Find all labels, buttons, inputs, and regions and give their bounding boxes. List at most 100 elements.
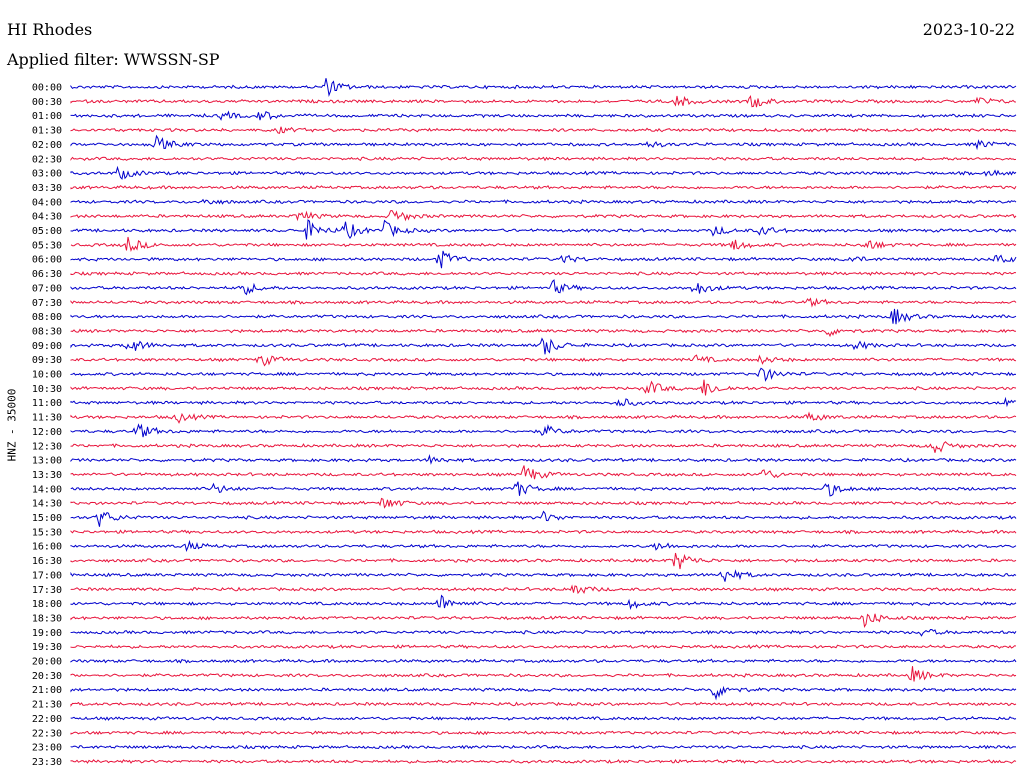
time-tick-label: 21:30 <box>32 700 62 711</box>
seismic-trace-row <box>70 613 1017 629</box>
seismic-trace-row <box>70 134 1017 151</box>
time-tick-label: 06:00 <box>32 255 62 266</box>
seismic-trace-row <box>70 644 1017 650</box>
seismic-trace-row <box>70 279 1017 296</box>
seismic-trace-row <box>70 497 1017 509</box>
time-tick-label: 03:00 <box>32 169 62 180</box>
seismic-trace-row <box>70 396 1017 408</box>
seismic-trace-row <box>70 337 1017 355</box>
seismic-trace-row <box>70 184 1017 190</box>
seismic-trace-row <box>70 539 1017 552</box>
seismic-trace-row <box>70 354 1017 367</box>
time-tick-label: 19:00 <box>32 628 62 639</box>
seismic-trace-row <box>70 465 1017 480</box>
time-tick-label: 08:30 <box>32 326 62 337</box>
station-name: HI Rhodes <box>7 20 93 39</box>
time-tick-label: 23:00 <box>32 743 62 754</box>
time-tick-label: 06:30 <box>32 269 62 280</box>
seismic-trace-row <box>70 209 1017 222</box>
time-tick-label: 03:30 <box>32 183 62 194</box>
time-tick-label: 07:00 <box>32 283 62 294</box>
seismic-trace-row <box>70 552 1017 570</box>
time-tick-label: 09:00 <box>32 341 62 352</box>
seismic-trace-row <box>70 685 1017 701</box>
time-tick-label: 00:30 <box>32 97 62 108</box>
seismic-trace-row <box>70 236 1017 253</box>
seismic-trace-row <box>70 759 1017 764</box>
filter-label: Applied filter: WWSSN-SP <box>7 50 220 69</box>
time-tick-label: 17:30 <box>32 585 62 596</box>
time-tick-label: 17:00 <box>32 570 62 581</box>
seismic-trace-row <box>70 481 1017 497</box>
time-tick-label: 20:00 <box>32 657 62 668</box>
seismic-trace-row <box>70 730 1017 736</box>
seismic-trace-row <box>70 328 1016 338</box>
seismic-trace-row <box>70 423 1017 438</box>
date-label: 2023-10-22 <box>922 20 1015 39</box>
seismic-trace-row <box>70 701 1017 708</box>
seismic-trace-row <box>70 219 1017 240</box>
time-tick-label: 16:00 <box>32 542 62 553</box>
seismic-trace-row <box>70 716 1017 721</box>
seismic-trace-row <box>70 271 1017 277</box>
seismic-trace-row <box>70 367 1017 382</box>
time-tick-label: 05:00 <box>32 226 62 237</box>
time-tick-label: 11:00 <box>32 398 62 409</box>
time-tick-label: 14:00 <box>32 484 62 495</box>
time-tick-label: 01:00 <box>32 111 62 122</box>
time-tick-label: 02:30 <box>32 154 62 165</box>
time-tick-label: 01:30 <box>32 126 62 137</box>
time-tick-label: 21:00 <box>32 685 62 696</box>
seismic-trace-row <box>70 126 1017 134</box>
seismic-trace-row <box>70 594 1017 610</box>
seismic-trace-row <box>70 379 1017 396</box>
time-tick-label: 07:30 <box>32 298 62 309</box>
seismic-trace-row <box>70 110 1017 121</box>
time-tick-label: 04:30 <box>32 212 62 223</box>
time-tick-label: 08:00 <box>32 312 62 323</box>
seismic-trace-row <box>70 569 1017 582</box>
time-tick-label: 04:00 <box>32 197 62 208</box>
time-tick-label: 02:00 <box>32 140 62 151</box>
time-tick-label: 19:30 <box>32 642 62 653</box>
time-tick-label: 22:00 <box>32 714 62 725</box>
seismic-trace-row <box>70 411 1017 424</box>
time-tick-label: 23:30 <box>32 757 62 768</box>
time-tick-label: 15:30 <box>32 527 62 538</box>
seismic-trace-row <box>70 628 1017 637</box>
seismic-trace-row <box>70 297 1017 308</box>
time-tick-label: 18:00 <box>32 599 62 610</box>
seismic-trace-row <box>70 165 1017 180</box>
time-tick-label: 09:30 <box>32 355 62 366</box>
seismic-trace-row <box>70 94 1017 108</box>
time-tick-label: 00:00 <box>32 83 62 94</box>
seismic-trace-row <box>70 744 1016 750</box>
time-tick-label: 10:00 <box>32 370 62 381</box>
time-tick-label: 18:30 <box>32 613 62 624</box>
time-tick-label: 15:00 <box>32 513 62 524</box>
seismic-trace-row <box>70 510 1017 527</box>
seismic-trace-row <box>70 666 1017 682</box>
time-tick-label: 13:00 <box>32 456 62 467</box>
time-tick-label: 11:30 <box>32 413 62 424</box>
seismic-trace-row <box>70 308 1017 325</box>
time-tick-label: 12:00 <box>32 427 62 438</box>
seismic-trace-row <box>70 529 1017 535</box>
seismic-trace-row <box>70 156 1017 162</box>
time-tick-label: 10:30 <box>32 384 62 395</box>
time-tick-label: 20:30 <box>32 671 62 682</box>
time-tick-label: 22:30 <box>32 728 62 739</box>
time-tick-label: 13:30 <box>32 470 62 481</box>
seismic-trace-row <box>70 441 1017 453</box>
seismic-trace-row <box>70 78 1017 98</box>
time-tick-label: 12:30 <box>32 441 62 452</box>
time-tick-label: 14:30 <box>32 499 62 510</box>
seismic-trace-row <box>70 198 1017 205</box>
seismic-trace-row <box>70 658 1017 664</box>
time-tick-label: 16:30 <box>32 556 62 567</box>
seismic-trace-row <box>70 454 1017 465</box>
time-tick-label: 05:30 <box>32 240 62 251</box>
seismic-trace-row <box>70 250 1017 269</box>
seismic-trace-row <box>70 584 1017 595</box>
